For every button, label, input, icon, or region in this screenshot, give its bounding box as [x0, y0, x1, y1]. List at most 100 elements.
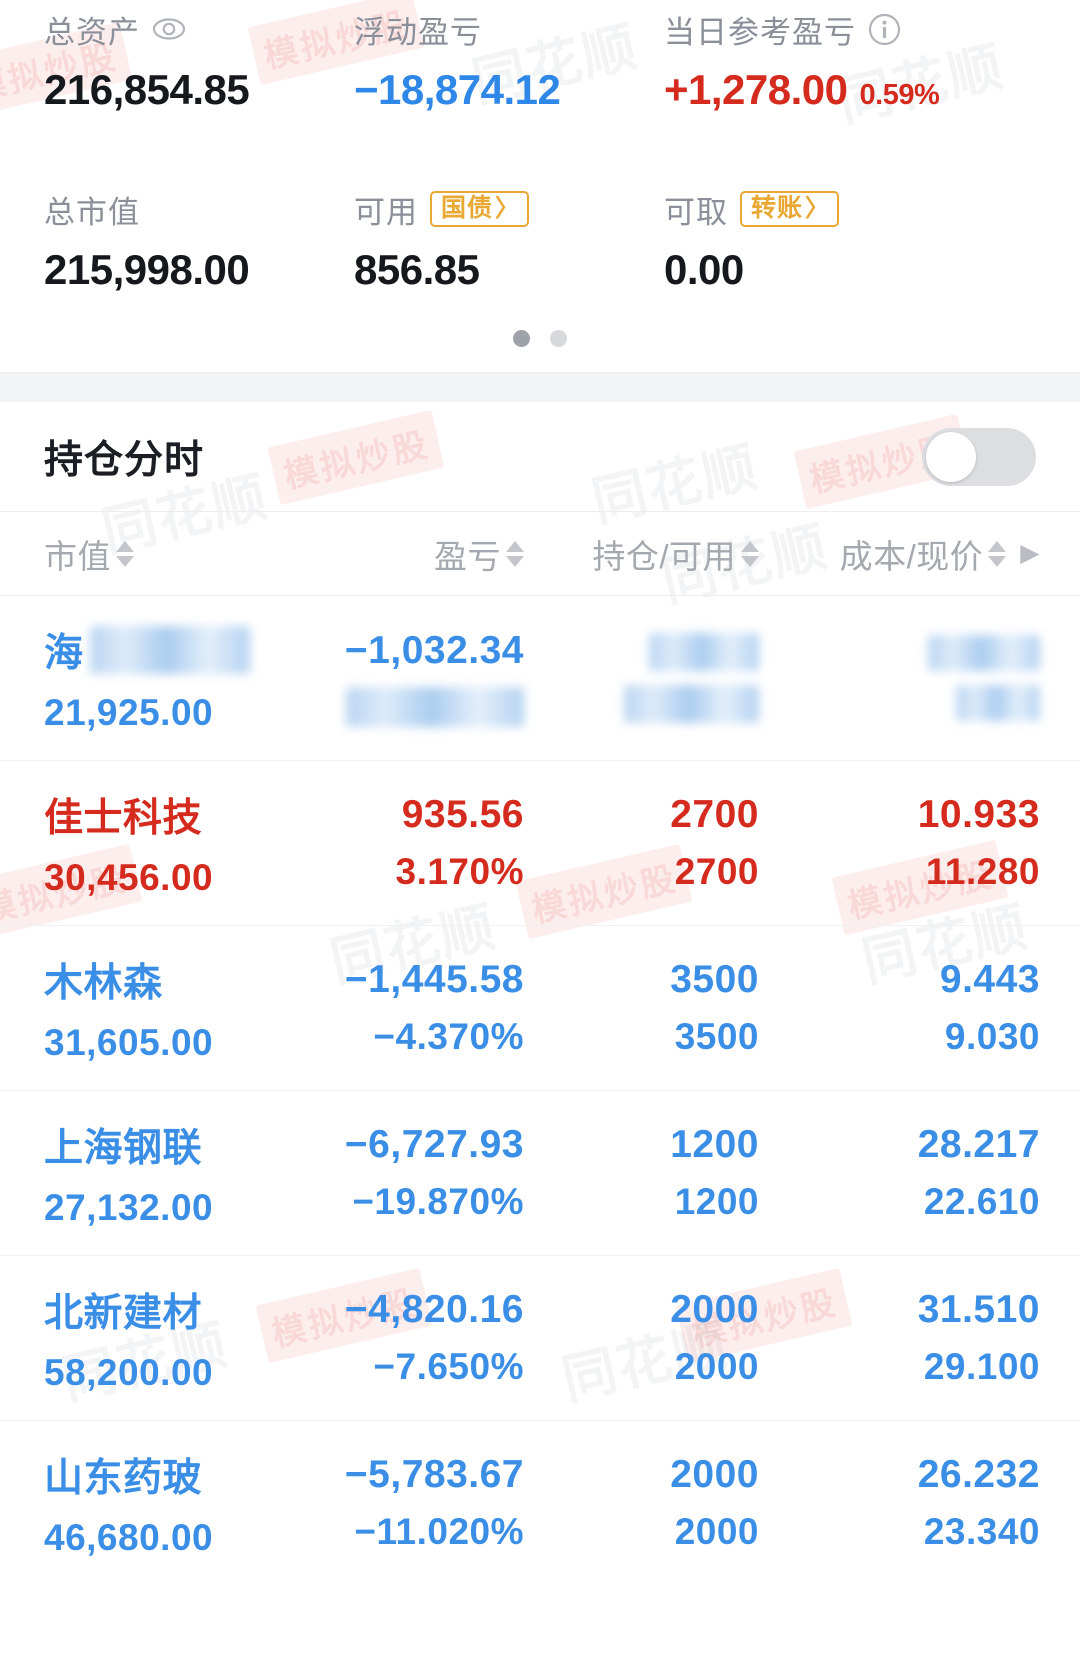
withdrawable-cell: 可取 转账〉 0.00 — [664, 186, 1036, 294]
pagination-dot-1[interactable] — [513, 330, 530, 347]
today-pl-label: 当日参考盈亏 — [664, 14, 856, 50]
stock-profit-percent: −4.370% — [373, 1016, 524, 1057]
stock-name: 上海钢联 — [44, 1127, 203, 1170]
redacted-name-block — [89, 626, 250, 674]
stock-profit-loss: 935.56 — [401, 793, 524, 836]
row-name-cell: 山东药玻 46,680.00 — [44, 1447, 344, 1559]
stock-profit-loss: −5,783.67 — [344, 1453, 524, 1496]
row-position-cell: 3500 3500 — [524, 958, 759, 1058]
column-header-market-value-label: 市值 — [44, 537, 111, 575]
row-position-cell: 2000 2000 — [524, 1288, 759, 1388]
row-cost-cell: 9.443 9.030 — [759, 958, 1040, 1058]
stock-name: 山东药玻 — [44, 1457, 203, 1500]
stock-available: 2700 — [674, 851, 759, 892]
table-row[interactable]: 佳士科技 30,456.00 935.56 3.170% 2700 2700 1… — [0, 761, 1080, 926]
column-header-position[interactable]: 持仓/可用 — [524, 530, 759, 578]
stock-price: 22.610 — [923, 1181, 1040, 1222]
stock-cost: 10.933 — [917, 793, 1040, 836]
row-cost-cell: 28.217 22.610 — [759, 1123, 1040, 1223]
redacted-available-block — [624, 685, 759, 723]
table-row[interactable]: 山东药玻 46,680.00 −5,783.67 −11.020% 2000 2… — [0, 1421, 1080, 1585]
stock-cost: 26.232 — [917, 1453, 1040, 1496]
total-assets-value: 216,854.85 — [44, 66, 250, 113]
position-chart-section-header: 持仓分时 — [0, 402, 1080, 512]
carousel-pagination[interactable] — [0, 330, 1080, 347]
stock-available: 2000 — [674, 1511, 759, 1552]
summary-row-secondary: 总市值 215,998.00 可用 国债〉 856.85 可取 转账〉 — [44, 114, 1036, 294]
pagination-dot-2[interactable] — [550, 330, 567, 347]
sort-icon[interactable] — [988, 540, 1007, 567]
more-columns-icon[interactable]: ▶ — [1020, 539, 1040, 567]
stock-profit-percent: 3.170% — [395, 851, 524, 892]
row-profit-cell: −6,727.93 −19.870% — [344, 1123, 524, 1223]
stock-price: 11.280 — [925, 851, 1040, 892]
floating-pl-value: −18,874.12 — [354, 66, 561, 113]
government-bond-button[interactable]: 国债〉 — [430, 191, 530, 227]
position-chart-toggle[interactable] — [922, 427, 1036, 486]
account-summary: 总资产 216,854.85 浮动盈亏 −18,874.12 — [0, 0, 1080, 294]
stock-profit-percent: −7.650% — [373, 1346, 524, 1387]
sort-icon[interactable] — [741, 540, 759, 567]
holdings-table-header: 市值 盈亏 持仓/可用 成本/现价 ▶ — [0, 512, 1080, 596]
transfer-label: 转账 — [751, 194, 804, 222]
row-cost-cell: 31.510 29.100 — [759, 1288, 1040, 1388]
available-amount: 856.85 — [354, 246, 480, 293]
column-header-market-value[interactable]: 市值 — [44, 530, 344, 578]
toggle-knob — [926, 431, 976, 482]
today-pl-cell: 当日参考盈亏 +1,278.00 0.59% — [664, 6, 1036, 114]
withdrawable-label: 可取 — [664, 194, 728, 230]
today-pl-percent: 0.59% — [859, 79, 940, 111]
summary-row-primary: 总资产 216,854.85 浮动盈亏 −18,874.12 — [44, 0, 1036, 114]
stock-available: 2000 — [674, 1346, 759, 1387]
redacted-percent-block — [346, 687, 524, 727]
section-title: 持仓分时 — [44, 438, 205, 482]
chevron-right-icon: 〉 — [495, 194, 521, 222]
row-profit-cell: 935.56 3.170% — [344, 793, 524, 893]
column-header-cost-price[interactable]: 成本/现价 ▶ — [759, 530, 1040, 578]
table-row[interactable]: 北新建材 58,200.00 −4,820.16 −7.650% 2000 20… — [0, 1256, 1080, 1421]
stock-profit-percent: −11.020% — [354, 1511, 524, 1552]
stock-price: 23.340 — [923, 1511, 1040, 1552]
stock-position: 2000 — [670, 1288, 759, 1331]
row-profit-cell: −5,783.67 −11.020% — [344, 1453, 524, 1553]
stock-available: 1200 — [674, 1181, 759, 1222]
stock-profit-loss: −4,820.16 — [344, 1288, 524, 1331]
redacted-position-block — [649, 633, 759, 671]
row-name-cell: 木林森 31,605.00 — [44, 952, 344, 1064]
total-assets-label: 总资产 — [44, 14, 140, 50]
transfer-button[interactable]: 转账〉 — [740, 191, 840, 227]
row-name-cell: 佳士科技 30,456.00 — [44, 787, 344, 899]
sort-icon[interactable] — [506, 540, 524, 567]
stock-market-value: 58,200.00 — [44, 1352, 214, 1393]
row-profit-cell: −1,032.34 — [344, 629, 524, 727]
sort-icon[interactable] — [116, 540, 134, 567]
available-cell: 可用 国债〉 856.85 — [354, 186, 664, 294]
eye-icon[interactable] — [152, 12, 186, 46]
available-label: 可用 — [354, 194, 418, 230]
info-icon[interactable] — [868, 13, 901, 46]
stock-position: 1200 — [670, 1123, 759, 1166]
stock-cost: 9.443 — [939, 958, 1040, 1001]
table-row[interactable]: 海 21,925.00 −1,032.34 — [0, 596, 1080, 761]
stock-profit-loss: −1,032.34 — [344, 629, 524, 672]
row-cost-cell: 10.933 11.280 — [759, 793, 1040, 893]
stock-cost: 28.217 — [917, 1123, 1040, 1166]
stock-profit-loss: −1,445.58 — [344, 958, 524, 1001]
stock-profit-percent: −19.870% — [352, 1181, 524, 1222]
withdrawable-amount: 0.00 — [664, 246, 744, 293]
table-row[interactable]: 木林森 31,605.00 −1,445.58 −4.370% 3500 350… — [0, 926, 1080, 1091]
stock-name: 北新建材 — [44, 1292, 203, 1335]
row-position-cell — [524, 633, 759, 723]
table-row[interactable]: 上海钢联 27,132.00 −6,727.93 −19.870% 1200 1… — [0, 1091, 1080, 1256]
row-cost-cell — [759, 635, 1040, 721]
today-pl-value: +1,278.00 — [664, 66, 848, 113]
government-bond-label: 国债 — [441, 194, 494, 222]
stock-market-value: 46,680.00 — [44, 1517, 214, 1558]
stock-cost: 31.510 — [917, 1288, 1040, 1331]
stock-name: 木林森 — [44, 962, 163, 1005]
stock-market-value: 30,456.00 — [44, 857, 214, 898]
column-header-profit-loss[interactable]: 盈亏 — [344, 530, 524, 578]
row-profit-cell: −4,820.16 −7.650% — [344, 1288, 524, 1388]
row-name-cell: 上海钢联 27,132.00 — [44, 1117, 344, 1229]
